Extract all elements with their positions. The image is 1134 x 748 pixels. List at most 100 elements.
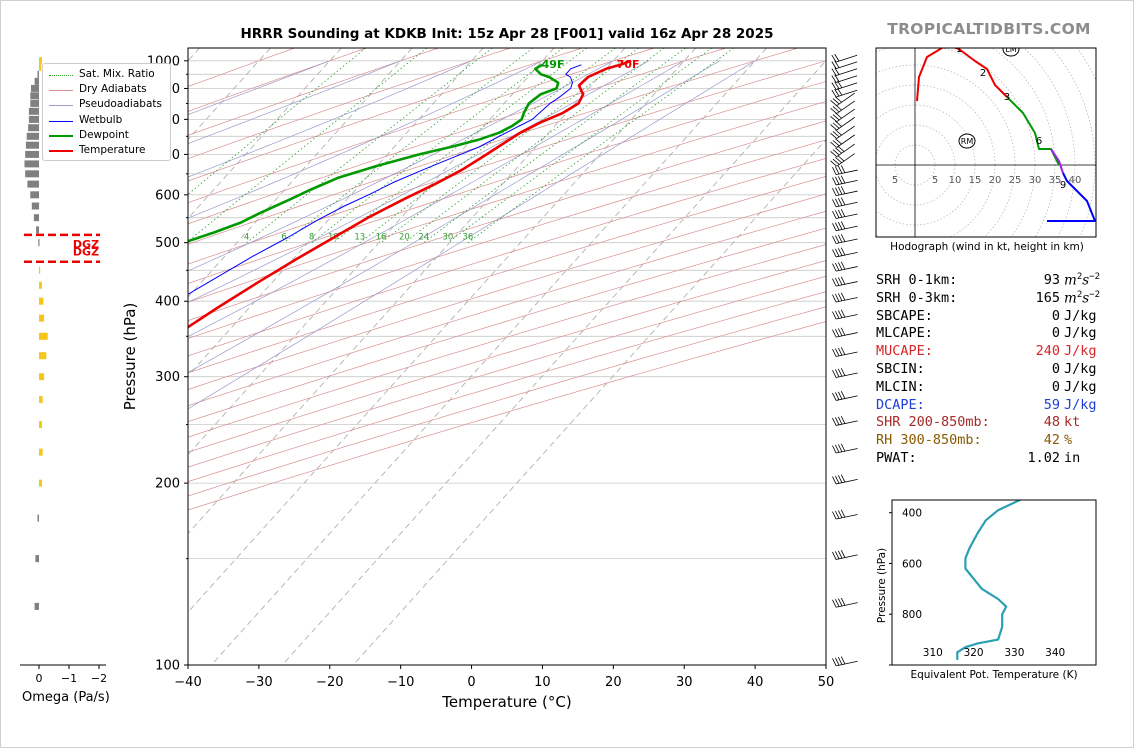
wind-barb [832, 234, 858, 244]
legend-entry: Dry Adiabats [49, 83, 169, 98]
x-tick-label: −40 [174, 675, 201, 690]
legend-swatch [49, 105, 73, 107]
x-tick-label: −20 [316, 675, 343, 690]
stat-label: PWAT: [876, 449, 917, 466]
theta-e-chart: 310 320 330 340 400 600 800 Equivalent Pot. Tem… [876, 499, 1097, 681]
isotherm [211, 48, 767, 665]
hodograph-height-label: 6 [1036, 136, 1042, 147]
hodograph-speed-label: 15 [969, 175, 982, 186]
omega-bar [30, 92, 39, 100]
wind-barb [832, 209, 858, 219]
omega-bar [33, 214, 39, 222]
storm-motion-marker [958, 133, 976, 149]
stat-row: MLCAPE: 0 J/kg [876, 325, 1106, 343]
x-axis-label: Temperature (°C) [441, 693, 571, 711]
omega-bar [34, 77, 39, 85]
omega-bar [28, 107, 39, 115]
mixing-ratio-label: 2 [184, 233, 189, 243]
hodograph-speed-label: 5 [892, 175, 898, 186]
dewpoint-profile [188, 63, 560, 243]
y-tick-label: 200 [155, 477, 180, 492]
theta-e-y-tick-label: 600 [902, 558, 922, 570]
theta-e-y-tick-label: 400 [902, 508, 922, 520]
dry-adiabat [188, 193, 826, 390]
legend-entry: Pseudoadiabats [49, 98, 169, 113]
legend-label: Wetbulb [79, 113, 123, 126]
isotherm [188, 48, 555, 456]
wind-barb [832, 197, 858, 208]
dry-adiabat [188, 48, 439, 136]
stat-label: MUCAPE: [876, 343, 933, 360]
legend-label: Temperature [79, 144, 146, 156]
omega-bar [39, 421, 42, 429]
legend-swatch [49, 120, 73, 122]
omega-bar [31, 84, 39, 92]
omega-bar [37, 70, 39, 78]
legend-label: Dewpoint [79, 128, 129, 141]
omega-bar [28, 115, 39, 123]
omega-axis-label: Omega (Pa/s) [22, 690, 110, 705]
hodograph-trace [1047, 172, 1096, 222]
omega-bar [39, 266, 41, 274]
wind-barb [832, 549, 858, 560]
x-tick-label: 40 [747, 675, 764, 690]
mixing-ratio-label: 13 [354, 233, 365, 243]
stat-row: DCAPE: 59 J/kg [876, 397, 1106, 415]
mixing-ratio-label: 36 [462, 233, 473, 243]
hodograph-speed-label: 5 [932, 175, 938, 186]
theta-e-y-axis-label: Pressure (hPa) [876, 548, 888, 623]
wind-barb [832, 474, 858, 485]
hodograph-height-label: 9 [1060, 180, 1066, 191]
dry-adiabat [188, 120, 826, 322]
stat-value: 240 [1035, 343, 1060, 360]
wind-barb [832, 247, 858, 258]
hodograph-trace [916, 48, 960, 102]
wind-barb [830, 134, 855, 148]
mixing-ratio-label: 24 [418, 233, 429, 243]
storm-motion-marker [1002, 48, 1020, 57]
omega-bar [39, 352, 47, 360]
stat-unit: J/kg [1064, 307, 1097, 324]
stat-unit: kt [1064, 414, 1081, 431]
mixing-ratio-label: 4 [244, 233, 249, 243]
dry-adiabat [188, 306, 826, 497]
stat-value: 0 [1051, 307, 1060, 324]
dry-adiabat [188, 244, 826, 438]
mixing-ratio-line [246, 48, 493, 244]
omega-bar [39, 396, 43, 404]
skewt-frame [187, 47, 827, 666]
stat-unit: % [1064, 432, 1073, 449]
stat-row: SRH 0-1km: 93 m2s−2 [876, 272, 1106, 290]
mixing-ratio-line [467, 48, 734, 244]
theta-e-y-tick-label: 800 [902, 609, 922, 621]
wind-barb [832, 597, 858, 608]
stat-value: 42 [1043, 432, 1060, 449]
dry-adiabat [188, 158, 826, 357]
omega-bar [28, 124, 39, 132]
stat-row: MLCIN: 0 J/kg [876, 379, 1106, 397]
wind-barb [831, 53, 858, 63]
isotherm [188, 48, 696, 613]
omega-bar [39, 63, 42, 71]
wind-barb [830, 153, 855, 167]
x-tick-label: −10 [387, 675, 414, 690]
storm-motion-label: LM [1005, 45, 1016, 54]
stat-unit: J/kg [1064, 378, 1097, 395]
dry-adiabat [188, 48, 727, 225]
pseudoadiabat [188, 60, 756, 410]
legend-entry: Wetbulb [49, 114, 169, 129]
y-tick-label: 100 [155, 659, 180, 674]
pseudoadiabat [188, 60, 614, 272]
y-tick-label: 300 [155, 370, 180, 385]
theta-e-x-tick-label: 330 [1004, 647, 1024, 659]
mixing-ratio-line [404, 48, 665, 244]
theta-e-x-axis-label: Equivalent Pot. Temperature (K) [910, 669, 1077, 681]
wind-barb [830, 92, 855, 107]
stat-row: RH 300-850mb: 42% [876, 432, 1106, 450]
omega-bar [36, 226, 39, 234]
stat-unit: m2s−2 [1064, 272, 1101, 289]
stat-value: 48 [1043, 414, 1060, 431]
isotherm [188, 48, 484, 377]
hodograph-speed-label: 20 [989, 175, 1002, 186]
